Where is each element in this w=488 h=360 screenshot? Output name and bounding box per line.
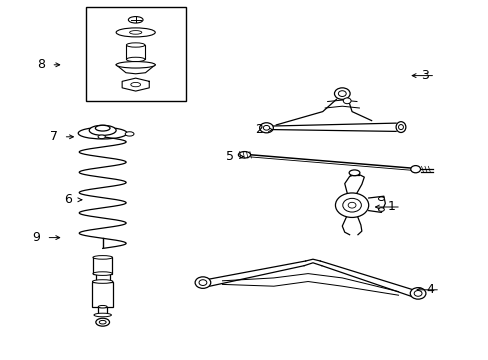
Ellipse shape xyxy=(130,82,140,87)
Ellipse shape xyxy=(98,305,107,308)
Bar xyxy=(93,257,112,274)
Ellipse shape xyxy=(99,320,106,324)
Text: 6: 6 xyxy=(64,193,72,206)
Ellipse shape xyxy=(93,256,112,259)
Ellipse shape xyxy=(92,280,113,283)
Bar xyxy=(85,7,185,101)
Ellipse shape xyxy=(116,62,155,68)
Ellipse shape xyxy=(93,272,112,275)
Bar xyxy=(96,274,109,282)
Ellipse shape xyxy=(89,125,116,135)
Text: 7: 7 xyxy=(50,130,58,143)
Ellipse shape xyxy=(96,318,109,326)
Text: 9: 9 xyxy=(33,231,41,244)
Ellipse shape xyxy=(347,202,355,208)
Ellipse shape xyxy=(78,127,127,139)
Ellipse shape xyxy=(238,152,250,158)
Text: 8: 8 xyxy=(38,58,45,71)
Ellipse shape xyxy=(259,123,273,133)
Ellipse shape xyxy=(125,132,134,136)
Text: 4: 4 xyxy=(426,283,433,296)
Ellipse shape xyxy=(199,280,206,285)
Ellipse shape xyxy=(95,125,110,131)
Bar xyxy=(92,282,113,307)
Ellipse shape xyxy=(126,57,144,62)
Ellipse shape xyxy=(395,122,405,132)
Text: 3: 3 xyxy=(421,69,428,82)
Ellipse shape xyxy=(410,166,420,173)
Ellipse shape xyxy=(128,17,142,23)
Text: 5: 5 xyxy=(225,150,233,163)
Ellipse shape xyxy=(129,31,142,34)
Ellipse shape xyxy=(378,208,384,211)
Ellipse shape xyxy=(343,98,350,104)
Ellipse shape xyxy=(413,291,421,296)
Polygon shape xyxy=(122,78,149,91)
Text: 2: 2 xyxy=(255,123,263,136)
Ellipse shape xyxy=(94,313,111,317)
Ellipse shape xyxy=(342,198,361,212)
Ellipse shape xyxy=(126,43,144,47)
Ellipse shape xyxy=(338,91,346,96)
Ellipse shape xyxy=(98,135,105,139)
Ellipse shape xyxy=(335,193,368,217)
Ellipse shape xyxy=(398,125,403,130)
Bar xyxy=(126,45,144,59)
Bar xyxy=(98,307,107,315)
Ellipse shape xyxy=(195,277,210,288)
Ellipse shape xyxy=(348,170,359,176)
Ellipse shape xyxy=(263,125,269,130)
Ellipse shape xyxy=(409,288,425,299)
Ellipse shape xyxy=(334,88,349,99)
Ellipse shape xyxy=(116,28,155,37)
Text: 1: 1 xyxy=(386,201,394,213)
Ellipse shape xyxy=(378,197,384,201)
